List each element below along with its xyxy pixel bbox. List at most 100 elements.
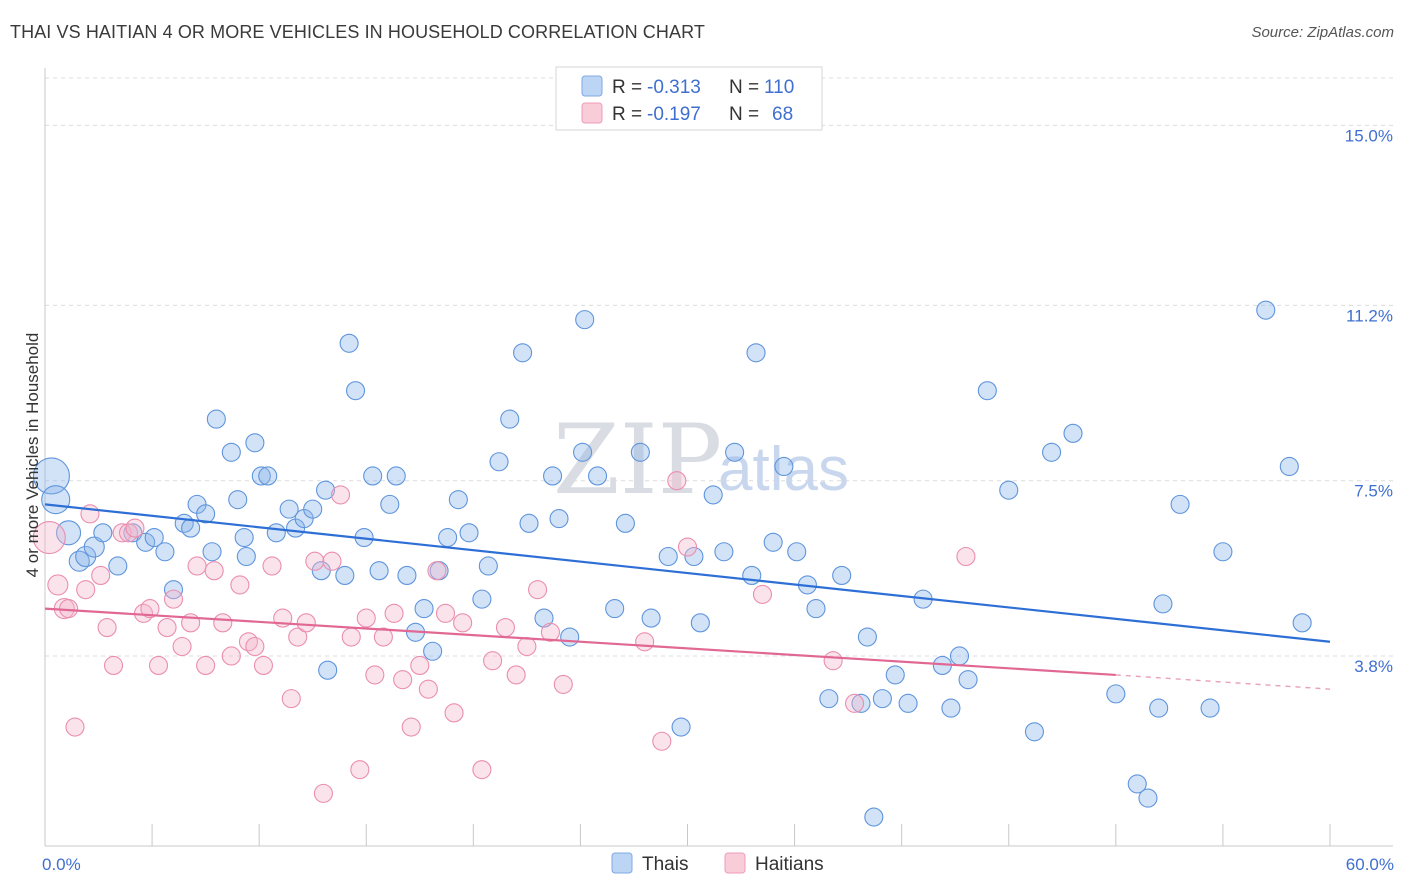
point-haitians-5 [76,580,96,600]
point-thais-10 [144,527,164,548]
point-haitians-10 [112,523,132,543]
point-thais-18 [206,409,226,429]
point-thais-19 [221,442,241,462]
point-thais-20 [228,490,248,510]
point-haitians-33 [296,613,316,633]
point-haitians-37 [330,485,351,505]
point-haitians-1 [47,574,69,596]
point-thais-74 [742,565,762,585]
point-thais-82 [832,565,852,585]
point-haitians-51 [453,613,473,633]
legend-r-value-haitians: -0.197 [647,104,701,125]
point-thais-31 [311,561,331,581]
point-thais-94 [977,381,997,401]
x-tick-labels: 0.0% 60.0% [42,855,1394,874]
point-thais-68 [671,717,691,737]
point-thais-105 [1200,698,1220,718]
point-haitians-60 [635,632,655,652]
point-haitians-58 [540,622,560,642]
series-haitians-points [32,471,976,803]
point-thais-39 [369,561,389,581]
point-thais-109 [1292,613,1312,633]
point-thais-65 [630,442,650,462]
series-thais-points [32,300,1312,827]
point-thais-61 [575,310,595,330]
point-haitians-38 [341,627,361,647]
bottom-legend-swatch-thais [611,852,633,874]
point-haitians-32 [288,627,308,647]
point-haitians-22 [204,561,224,581]
point-thais-7 [108,556,128,576]
point-haitians-66 [844,693,865,713]
chart-title: THAI VS HAITIAN 4 OR MORE VEHICLES IN HO… [10,22,705,42]
point-thais-84 [857,627,877,647]
point-thais-41 [386,466,406,486]
point-haitians-59 [553,674,573,694]
legend-r-label-haitians: R = [612,104,642,125]
point-thais-91 [941,698,961,718]
watermark-atlas: atlas [718,435,849,504]
point-thais-51 [478,556,498,576]
point-haitians-46 [410,655,430,676]
point-thais-77 [774,456,794,477]
point-thais-50 [472,589,492,609]
legend-r-label-thais: R = [612,77,642,98]
y-tick-label-3: 15.0% [1345,126,1393,145]
point-thais-59 [560,627,580,647]
point-thais-108 [1279,456,1299,477]
point-haitians-42 [373,627,393,647]
trend-line-thais [44,503,1331,643]
point-thais-52 [489,452,509,472]
point-thais-40 [380,494,400,514]
point-thais-11 [155,542,175,562]
point-thais-35 [339,333,359,353]
point-haitians-39 [350,760,370,780]
watermark-zip: ZIP [553,404,722,516]
point-thais-26 [266,523,286,543]
point-thais-0 [32,457,70,495]
y-tick-label-2: 11.2% [1346,306,1393,325]
axes [44,68,1393,847]
point-haitians-65 [823,651,843,671]
point-haitians-24 [221,646,241,666]
point-thais-102 [1149,698,1169,718]
point-haitians-8 [97,617,117,638]
point-haitians-48 [427,561,447,581]
point-haitians-12 [125,518,145,538]
point-thais-63 [605,599,625,619]
point-thais-32 [318,660,338,680]
trend-line-haitians-extension [1115,674,1331,690]
point-haitians-14 [140,599,160,619]
point-thais-81 [819,689,839,709]
point-haitians-34 [305,551,325,571]
point-haitians-25 [230,575,250,595]
point-haitians-44 [393,670,413,690]
point-haitians-9 [103,655,124,676]
point-thais-69 [684,546,704,567]
point-haitians-47 [418,679,438,699]
point-thais-75 [746,343,766,363]
point-haitians-57 [528,580,548,600]
point-thais-70 [690,613,710,633]
point-haitians-61 [652,731,672,751]
point-haitians-64 [752,584,773,604]
point-haitians-28 [253,655,274,676]
point-haitians-67 [956,546,976,567]
point-thais-86 [872,689,892,709]
point-thais-66 [641,608,661,628]
point-thais-57 [543,466,563,486]
point-haitians-18 [172,636,192,657]
y-tick-labels: 3.8% 7.5% 11.2% 15.0% [1345,126,1393,676]
point-thais-92 [949,646,970,666]
point-thais-104 [1170,494,1190,514]
point-haitians-29 [262,556,282,576]
point-haitians-62 [667,471,687,491]
point-thais-36 [345,381,366,401]
point-haitians-49 [435,603,456,623]
legend-r-value-thais: -0.313 [647,77,701,98]
point-thais-25 [258,466,278,486]
point-thais-62 [587,466,608,486]
point-thais-9 [136,532,156,552]
point-thais-103 [1153,594,1173,614]
